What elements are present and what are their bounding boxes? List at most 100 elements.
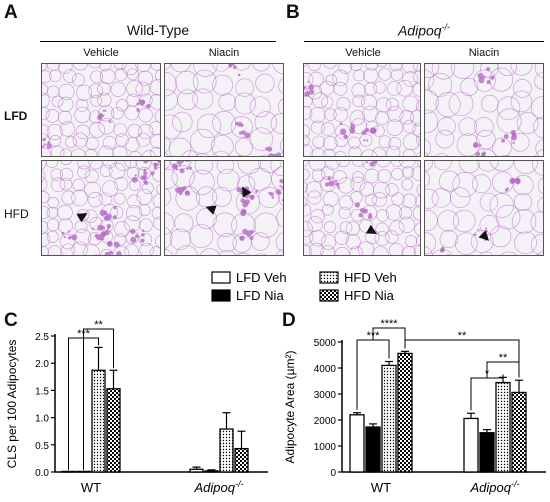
- cell-outline: [350, 176, 366, 192]
- stained-cluster: [242, 228, 248, 235]
- stained-cluster: [103, 211, 108, 215]
- cell-outline: [232, 64, 251, 71]
- cell-outline: [57, 64, 73, 74]
- cell-outline: [339, 221, 353, 234]
- cell-outline: [489, 67, 514, 92]
- cell-outline: [321, 96, 334, 109]
- cell-outline: [100, 249, 113, 255]
- cell-outline: [51, 95, 64, 108]
- stained-cluster: [238, 131, 243, 135]
- legend-swatch-checkered: [319, 289, 339, 302]
- cell-outline: [136, 132, 151, 147]
- cell-outline: [435, 129, 455, 149]
- cell-outline: [415, 194, 420, 209]
- cell-outline: [127, 123, 142, 138]
- cell-outline: [270, 113, 283, 134]
- cell-outline: [372, 192, 388, 208]
- cell-outline: [304, 221, 313, 237]
- cell-outline: [42, 70, 52, 84]
- cell-outline: [304, 134, 310, 147]
- cell-outline: [324, 220, 337, 234]
- cell-outline: [501, 155, 511, 156]
- cell-outline: [88, 83, 103, 99]
- cell-outline: [138, 108, 153, 123]
- stained-cluster: [483, 234, 488, 239]
- cell-outline: [511, 209, 537, 234]
- stained-cluster: [130, 236, 137, 243]
- cell-outline: [351, 83, 366, 98]
- cell-outline: [349, 110, 366, 126]
- cell-outline: [375, 161, 391, 168]
- cell-outline: [175, 186, 201, 211]
- stained-cluster: [67, 236, 72, 240]
- cell-outline: [308, 71, 324, 88]
- legend-swatch-solid: [211, 289, 231, 302]
- cell-outline: [192, 69, 217, 94]
- cell-outline: [90, 94, 103, 107]
- stained-cluster: [143, 179, 148, 184]
- cell-outline: [304, 124, 311, 138]
- cell-outline: [149, 64, 160, 71]
- cell-outline: [513, 174, 534, 196]
- cell-outline: [138, 204, 151, 217]
- cell-outline: [514, 231, 537, 255]
- bar: [479, 432, 495, 473]
- cell-outline: [333, 81, 348, 96]
- cell-outline: [58, 218, 73, 234]
- cell-outline: [435, 153, 449, 156]
- cell-outline: [211, 134, 234, 156]
- stained-cluster: [255, 189, 259, 193]
- cell-outline: [278, 187, 283, 206]
- cell-outline: [234, 92, 256, 115]
- cell-outline: [310, 148, 327, 156]
- stained-cluster: [141, 233, 145, 237]
- cell-outline: [218, 93, 237, 112]
- cell-outline: [403, 119, 417, 133]
- cell-outline: [42, 92, 50, 109]
- stained-cluster: [67, 230, 71, 233]
- cell-outline: [150, 78, 160, 96]
- stained-cluster: [368, 212, 372, 217]
- cell-outline: [50, 177, 66, 193]
- cell-outline: [399, 110, 414, 125]
- stained-cluster: [481, 151, 487, 156]
- stained-cluster: [185, 190, 189, 195]
- wild-type-rule: [40, 41, 276, 42]
- cell-outline: [216, 168, 240, 192]
- significance-stars: **: [94, 319, 103, 331]
- cell-outline: [47, 245, 62, 255]
- micrograph-ko-lfd-niacin: [424, 63, 544, 157]
- cell-outline: [114, 161, 132, 171]
- cell-outline: [435, 92, 461, 118]
- cell-outline: [42, 64, 48, 71]
- cell-outline: [192, 64, 218, 77]
- cell-outline: [373, 81, 386, 94]
- cell-outline: [323, 135, 338, 151]
- stained-cluster: [244, 132, 251, 139]
- stained-cluster: [42, 137, 46, 142]
- cell-outline: [137, 70, 153, 86]
- stained-cluster: [103, 215, 110, 221]
- cell-outline: [199, 248, 220, 255]
- cell-outline: [412, 205, 420, 221]
- cell-outline: [76, 161, 92, 170]
- stained-cluster: [477, 72, 483, 79]
- stained-cluster: [339, 128, 347, 135]
- cell-outline: [373, 181, 390, 199]
- cell-outline: [323, 64, 337, 69]
- cell-outline: [58, 96, 74, 112]
- stained-cluster: [136, 108, 140, 112]
- cell-outline: [489, 193, 515, 218]
- stained-cluster: [230, 64, 235, 65]
- stained-cluster: [143, 171, 148, 176]
- cell-outline: [345, 221, 360, 236]
- cell-outline: [151, 206, 160, 220]
- cell-outline: [389, 64, 403, 72]
- cell-outline: [152, 193, 160, 209]
- column-label-wt-niacin: Niacin: [208, 47, 240, 59]
- stained-cluster: [130, 228, 136, 235]
- y-tick-label: 1.0: [35, 414, 49, 425]
- x-group-label: Adipoq-/-: [470, 479, 520, 495]
- cell-outline: [470, 230, 494, 253]
- significance-stars: **: [458, 330, 467, 342]
